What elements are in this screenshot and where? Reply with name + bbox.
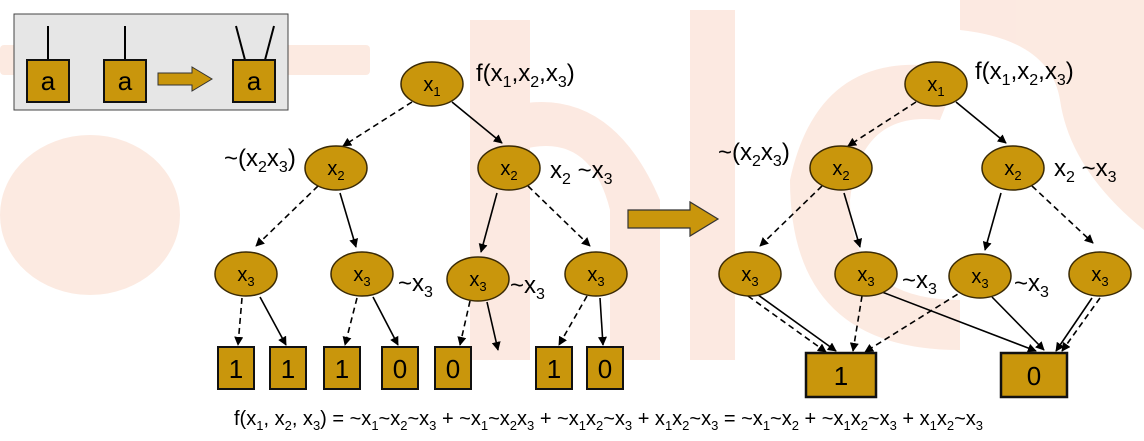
- leaf-1-label: 1: [229, 354, 243, 384]
- leaf-zero-label: 0: [1027, 361, 1041, 391]
- node-x3-b-label: x3: [353, 264, 370, 289]
- leaf-zero: [999, 351, 1069, 399]
- transform-arrow-icon: [627, 200, 720, 238]
- legend-leaf-middle-label: a: [118, 66, 133, 96]
- node-x3-d-label: x3: [587, 264, 604, 289]
- legend-leaf-left-label: a: [41, 66, 56, 96]
- node-x2-right-label: x2: [1004, 158, 1021, 183]
- node-x3-d: [564, 251, 628, 297]
- node-x3-b-label: x3: [857, 264, 874, 289]
- right-x2-right-function-label: x2 ~x3: [1054, 155, 1117, 186]
- left-bdd-tree: [234, 101, 607, 351]
- legend-leaf-left: [26, 59, 70, 103]
- left-x2-right-function-label: x2 ~x3: [550, 157, 613, 188]
- node-x3-d-label: x3: [1091, 264, 1108, 289]
- node-x2-right: [981, 145, 1045, 191]
- leaf-1: [217, 346, 255, 390]
- right-leaves: 1 0: [804, 351, 1069, 399]
- node-x3-b: [834, 251, 898, 297]
- leaf-3: [323, 346, 361, 390]
- node-x3-c: [948, 253, 1012, 299]
- leaf-6-label: 1: [547, 354, 561, 384]
- legend-arrow-icon: [157, 66, 213, 92]
- node-x1-label: x1: [927, 74, 944, 99]
- leaf-7: [586, 346, 624, 390]
- legend-leaf-middle: [103, 59, 147, 103]
- node-x2-left: [809, 145, 873, 191]
- node-x1: [400, 61, 464, 107]
- left-x3-c-function-label: ~x3: [510, 272, 545, 303]
- node-x2-right-label: x2: [500, 158, 517, 183]
- right-x3-c-function-label: ~x3: [1014, 270, 1049, 301]
- leaf-5: [434, 346, 472, 390]
- leaf-one: [804, 351, 878, 399]
- node-x3-c-label: x3: [469, 269, 486, 294]
- right-labels: f(x1,x2,x3) ~(x2x3) x2 ~x3 ~x3 ~x3: [718, 58, 1117, 301]
- node-x3-a-label: x3: [237, 264, 254, 289]
- left-nodes: x1 x2 x2 x3 x3 x3 x3: [214, 61, 628, 302]
- node-x2-left: [304, 145, 368, 191]
- node-x1: [904, 61, 968, 107]
- boolean-function-equation: f(x1, x2, x3) = ~x1~x2~x3 + ~x1~x2x3 + ~…: [234, 408, 983, 433]
- leaf-2-label: 1: [281, 354, 295, 384]
- node-x2-left-label: x2: [832, 158, 849, 183]
- right-nodes: x1 x2 x2 x3 x3 x3 x3: [718, 61, 1132, 299]
- node-x2-left-label: x2: [327, 158, 344, 183]
- node-x3-d: [1068, 251, 1132, 297]
- leaf-4-label: 0: [393, 354, 407, 384]
- left-x3-b-function-label: ~x3: [398, 270, 433, 301]
- right-x3-b-function-label: ~x3: [902, 267, 937, 298]
- leaf-2: [269, 346, 307, 390]
- leaf-5-label: 0: [446, 354, 460, 384]
- right-bdd-tree: [747, 101, 1101, 353]
- leaf-one-label: 1: [834, 361, 848, 391]
- legend-leaf-merged: [232, 59, 276, 103]
- node-x3-c: [446, 256, 510, 302]
- watermark-logo: [0, 0, 1144, 360]
- left-labels: f(x1,x2,x3) ~(x2x3) x2 ~x3 ~x3 ~x3: [224, 60, 613, 303]
- node-x3-c-label: x3: [971, 266, 988, 291]
- right-x2-left-function-label: ~(x2x3): [718, 139, 790, 170]
- node-x3-a: [718, 251, 782, 297]
- node-x2-right: [477, 145, 541, 191]
- node-x3-b: [330, 251, 394, 297]
- left-root-function-label: f(x1,x2,x3): [476, 60, 575, 91]
- node-x1-label: x1: [423, 74, 440, 99]
- leaf-3-label: 1: [335, 354, 349, 384]
- left-leaves: 1 1 1 0 0 1 0: [217, 346, 624, 390]
- leaf-6: [535, 346, 573, 390]
- leaf-7-label: 0: [598, 354, 612, 384]
- left-x2-left-function-label: ~(x2x3): [224, 145, 296, 176]
- right-root-function-label: f(x1,x2,x3): [975, 58, 1074, 89]
- legend-box: a a a: [13, 13, 289, 111]
- node-x3-a: [214, 251, 278, 297]
- leaf-4: [381, 346, 419, 390]
- node-x3-a-label: x3: [741, 264, 758, 289]
- legend-leaf-merged-label: a: [247, 66, 262, 96]
